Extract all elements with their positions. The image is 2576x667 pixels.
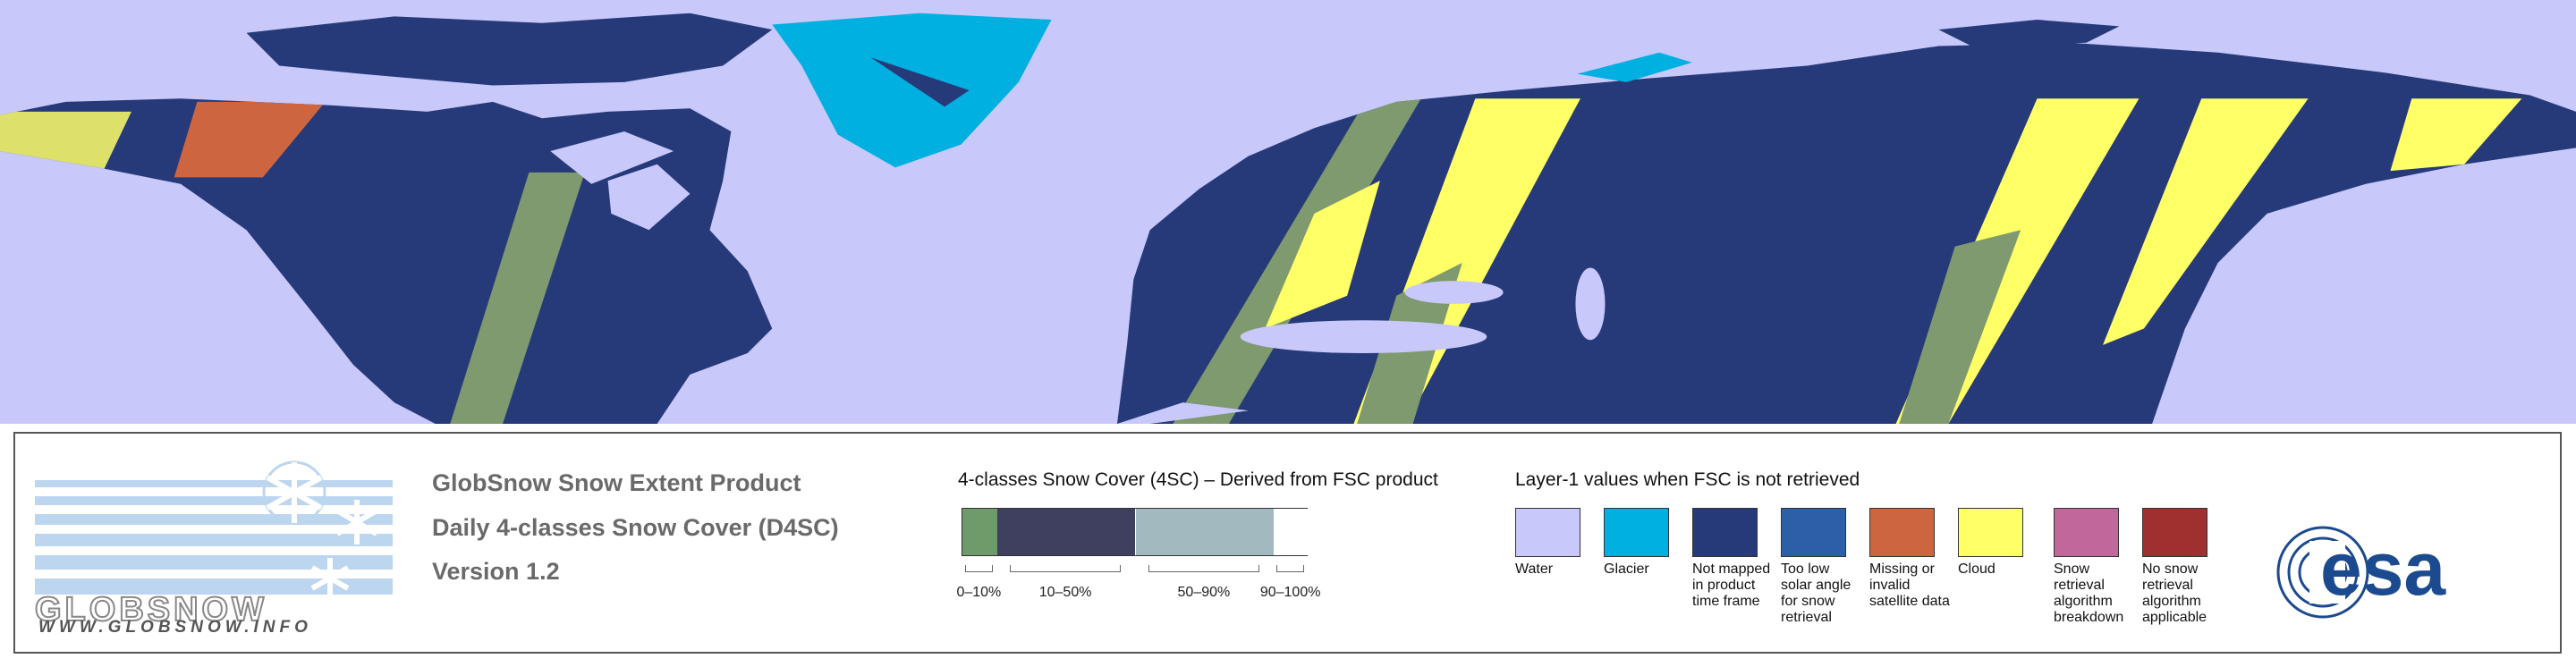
layer1-swatches: Water Glacier Not mapped in product time f… bbox=[1515, 508, 2231, 651]
greenland bbox=[772, 13, 1052, 168]
legend-panel: GLOBSNOW WWW.GLOBSNOW.INFO GlobSnow Snow… bbox=[13, 432, 2562, 654]
snow-cover-label: 90–100% bbox=[1259, 585, 1321, 600]
snow-map bbox=[0, 0, 2576, 424]
layer1-swatch bbox=[2142, 508, 2207, 557]
layer1-label: Not mapped in product time frame bbox=[1692, 561, 1771, 609]
logo-name: GLOBSNOW bbox=[35, 591, 267, 629]
snow-cover-label: 50–90% bbox=[1177, 585, 1231, 600]
layer1-item: Water bbox=[1515, 508, 1580, 578]
snow-cover-swatch bbox=[1135, 509, 1275, 555]
product-version: Version 1.2 bbox=[432, 558, 560, 585]
bracket bbox=[964, 565, 993, 572]
layer1-item: Not mapped in product time frame bbox=[1692, 508, 1770, 610]
snow-cover-labels: 0–10% 10–50% 50–90% 90–100% bbox=[956, 508, 1320, 615]
snow-cover-label: 0–10% bbox=[956, 585, 1002, 600]
layer1-swatch bbox=[1515, 508, 1580, 557]
bracket bbox=[1010, 565, 1121, 572]
layer1-swatch bbox=[1604, 508, 1669, 557]
layer1-label: Snow retrieval algorithm breakdown bbox=[2054, 561, 2124, 625]
layer1-item: Snow retrieval algorithm breakdown bbox=[2054, 508, 2123, 626]
layer1-title: Layer-1 values when FSC is not retrieved bbox=[1515, 469, 1860, 490]
snow-cover-swatch bbox=[996, 509, 1136, 555]
logo-url: WWW.GLOBSNOW.INFO bbox=[38, 618, 312, 637]
layer1-item: Cloud bbox=[1958, 508, 2023, 578]
layer1-label: Missing or invalid satellite data bbox=[1869, 561, 1950, 609]
layer1-swatch bbox=[2054, 508, 2119, 557]
layer1-swatch bbox=[1869, 508, 1935, 557]
layer1-label: Too low solar angle for snow retrieval bbox=[1781, 561, 1852, 625]
snow-cover-swatch bbox=[1274, 509, 1309, 555]
esa-logo: esa bbox=[2276, 526, 2446, 619]
layer1-item: Missing or invalid satellite data bbox=[1869, 508, 1950, 610]
layer1-label: Water bbox=[1515, 561, 1554, 577]
layer1-swatch bbox=[1958, 508, 2023, 557]
snow-cover-swatch bbox=[962, 509, 997, 555]
snow-cover-label: 10–50% bbox=[1038, 585, 1092, 600]
layer1-item: No snow retrieval algorithm applicable bbox=[2142, 508, 2207, 626]
snow-cover-title: 4-classes Snow Cover (4SC) – Derived fro… bbox=[958, 469, 1438, 490]
layer1-label: Cloud bbox=[1958, 561, 1996, 577]
layer1-swatch bbox=[1692, 508, 1758, 557]
layer1-label: Glacier bbox=[1604, 561, 1649, 577]
layer1-item: Glacier bbox=[1604, 508, 1669, 578]
esa-text: esa bbox=[2320, 527, 2446, 611]
product-title: GlobSnow Snow Extent Product bbox=[432, 469, 801, 496]
product-subtitle: Daily 4-classes Snow Cover (D4SC) bbox=[432, 514, 839, 541]
bracket bbox=[1148, 565, 1259, 572]
layer1-swatch bbox=[1781, 508, 1846, 557]
globsnow-logo: GLOBSNOW bbox=[35, 460, 393, 629]
layer1-item: Too low solar angle for snow retrieval bbox=[1781, 508, 1851, 626]
layer1-label: No snow retrieval algorithm applicable bbox=[2142, 561, 2207, 625]
bracket bbox=[1276, 565, 1305, 572]
snow-cover-bar bbox=[962, 508, 1309, 556]
